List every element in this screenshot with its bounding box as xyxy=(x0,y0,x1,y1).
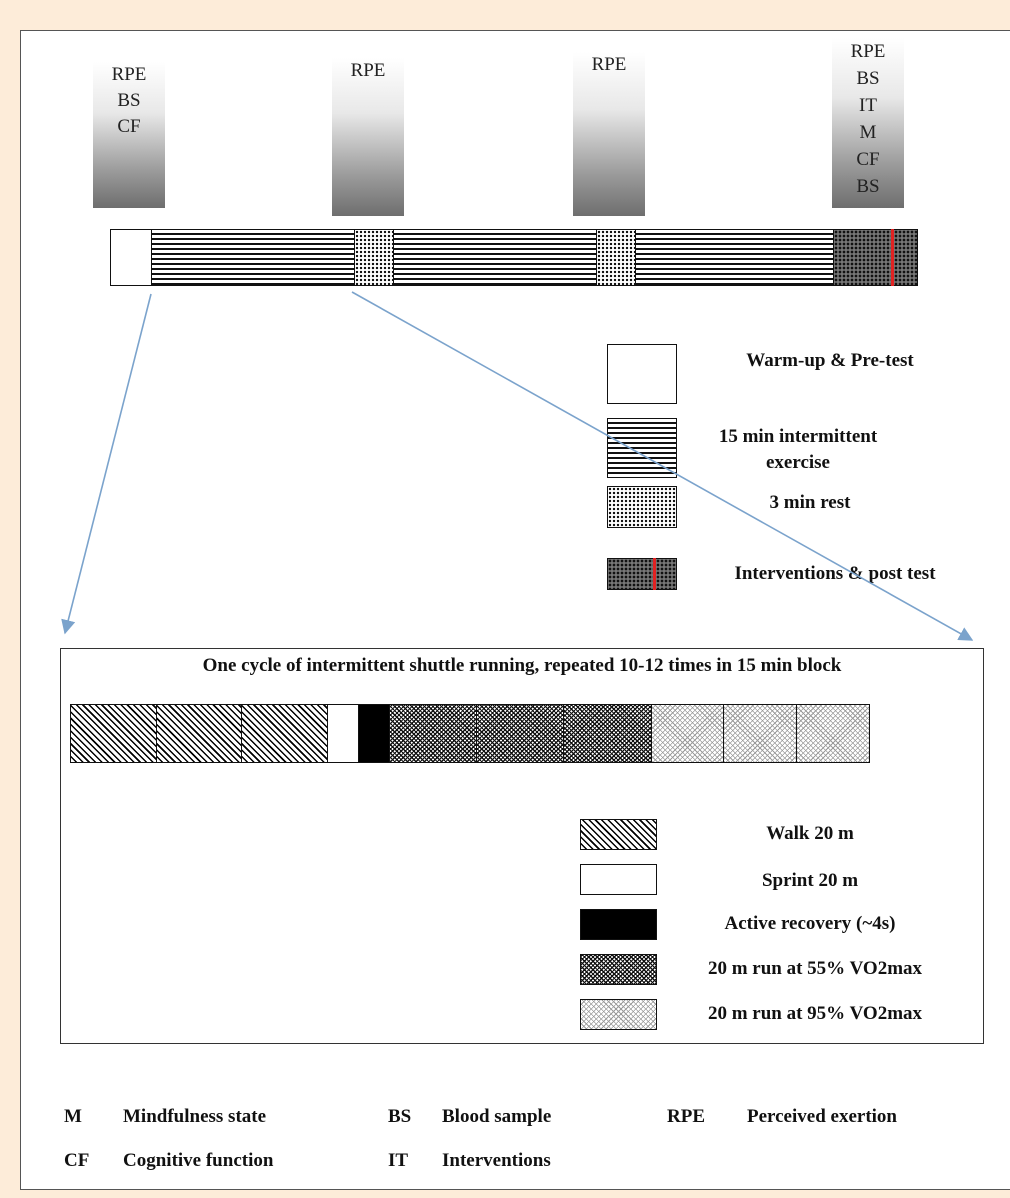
marker-label: BS xyxy=(856,68,880,89)
legend-swatch-interventions xyxy=(607,558,677,590)
timeline-intermittent-3 xyxy=(635,229,834,286)
timeline-interventions xyxy=(833,229,918,286)
cycle-run55-2 xyxy=(476,704,564,763)
marker-label: RPE xyxy=(111,64,147,85)
abbr-it: IT xyxy=(388,1150,409,1171)
timeline-intermittent-1 xyxy=(151,229,355,286)
zoom-arrow-left xyxy=(61,293,152,635)
marker-label: RPE xyxy=(350,60,386,81)
legend-label-warmup: Warm-up & Pre-test xyxy=(746,350,914,371)
abbr-m: M xyxy=(64,1106,82,1127)
cycle-title: One cycle of intermittent shuttle runnin… xyxy=(202,655,842,676)
cycle-legend-label-sprint: Sprint 20 m xyxy=(761,870,859,891)
cycle-run95-2 xyxy=(723,704,797,763)
legend-label-rest: 3 min rest xyxy=(769,492,851,513)
abbr-rpe: RPE xyxy=(667,1106,705,1127)
cycle-legend-label-active: Active recovery (~4s) xyxy=(724,913,896,934)
marker-label: IT xyxy=(859,95,877,116)
legend-label-intermittent: 15 min intermittent exercise xyxy=(718,426,878,473)
timeline-rest-1 xyxy=(354,229,394,286)
abbr-m-desc: Mindfulness state xyxy=(123,1106,267,1127)
abbr-cf: CF xyxy=(64,1150,90,1171)
cycle-run55-3 xyxy=(563,704,652,763)
cycle-legend-swatch-sprint xyxy=(580,864,657,895)
cycle-legend-label-run55: 20 m run at 55% VO2max xyxy=(707,958,923,979)
abbr-it-desc: Interventions xyxy=(442,1150,551,1171)
marker-mid1: RPE xyxy=(332,58,404,216)
marker-label: M xyxy=(859,122,877,143)
cycle-legend-swatch-run95 xyxy=(580,999,657,1030)
abbr-cf-desc: Cognitive function xyxy=(123,1150,274,1171)
zoom-arrow-right xyxy=(351,291,974,641)
abbr-rpe-desc: Perceived exertion xyxy=(747,1106,897,1127)
figure-frame xyxy=(20,30,1010,1190)
cycle-legend-swatch-active xyxy=(580,909,657,940)
legend-swatch-warmup xyxy=(607,344,677,404)
legend-swatch-rest xyxy=(607,486,677,528)
legend-red-marker xyxy=(653,558,656,590)
timeline-intermittent-2 xyxy=(393,229,597,286)
marker-label: CF xyxy=(856,149,880,170)
timeline-rest-2 xyxy=(596,229,636,286)
cycle-run55-1 xyxy=(389,704,477,763)
abbr-bs-desc: Blood sample xyxy=(442,1106,552,1127)
cycle-walk-2 xyxy=(156,704,242,763)
marker-label: RPE xyxy=(850,41,886,62)
marker-mid2: RPE xyxy=(573,52,645,216)
cycle-legend-swatch-run55 xyxy=(580,954,657,985)
marker-label: RPE xyxy=(591,54,627,75)
marker-label: BS xyxy=(856,176,880,197)
cycle-walk-3 xyxy=(241,704,328,763)
cycle-run95-3 xyxy=(796,704,870,763)
cycle-walk-1 xyxy=(70,704,157,763)
cycle-legend-swatch-walk xyxy=(580,819,657,850)
marker-label: BS xyxy=(117,90,141,111)
marker-label: CF xyxy=(117,116,141,137)
timeline-red-marker xyxy=(891,229,894,286)
cycle-run95-1 xyxy=(651,704,724,763)
abbr-bs: BS xyxy=(388,1106,412,1127)
cycle-box: One cycle of intermittent shuttle runnin… xyxy=(60,648,984,1044)
cycle-legend-label-run95: 20 m run at 95% VO2max xyxy=(707,1003,923,1024)
marker-pre: RPE BS CF xyxy=(93,62,165,208)
marker-post: RPE BS IT M CF BS xyxy=(832,38,904,208)
legend-label-interventions: Interventions & post test xyxy=(734,563,936,584)
cycle-legend-label-walk: Walk 20 m xyxy=(766,823,854,844)
